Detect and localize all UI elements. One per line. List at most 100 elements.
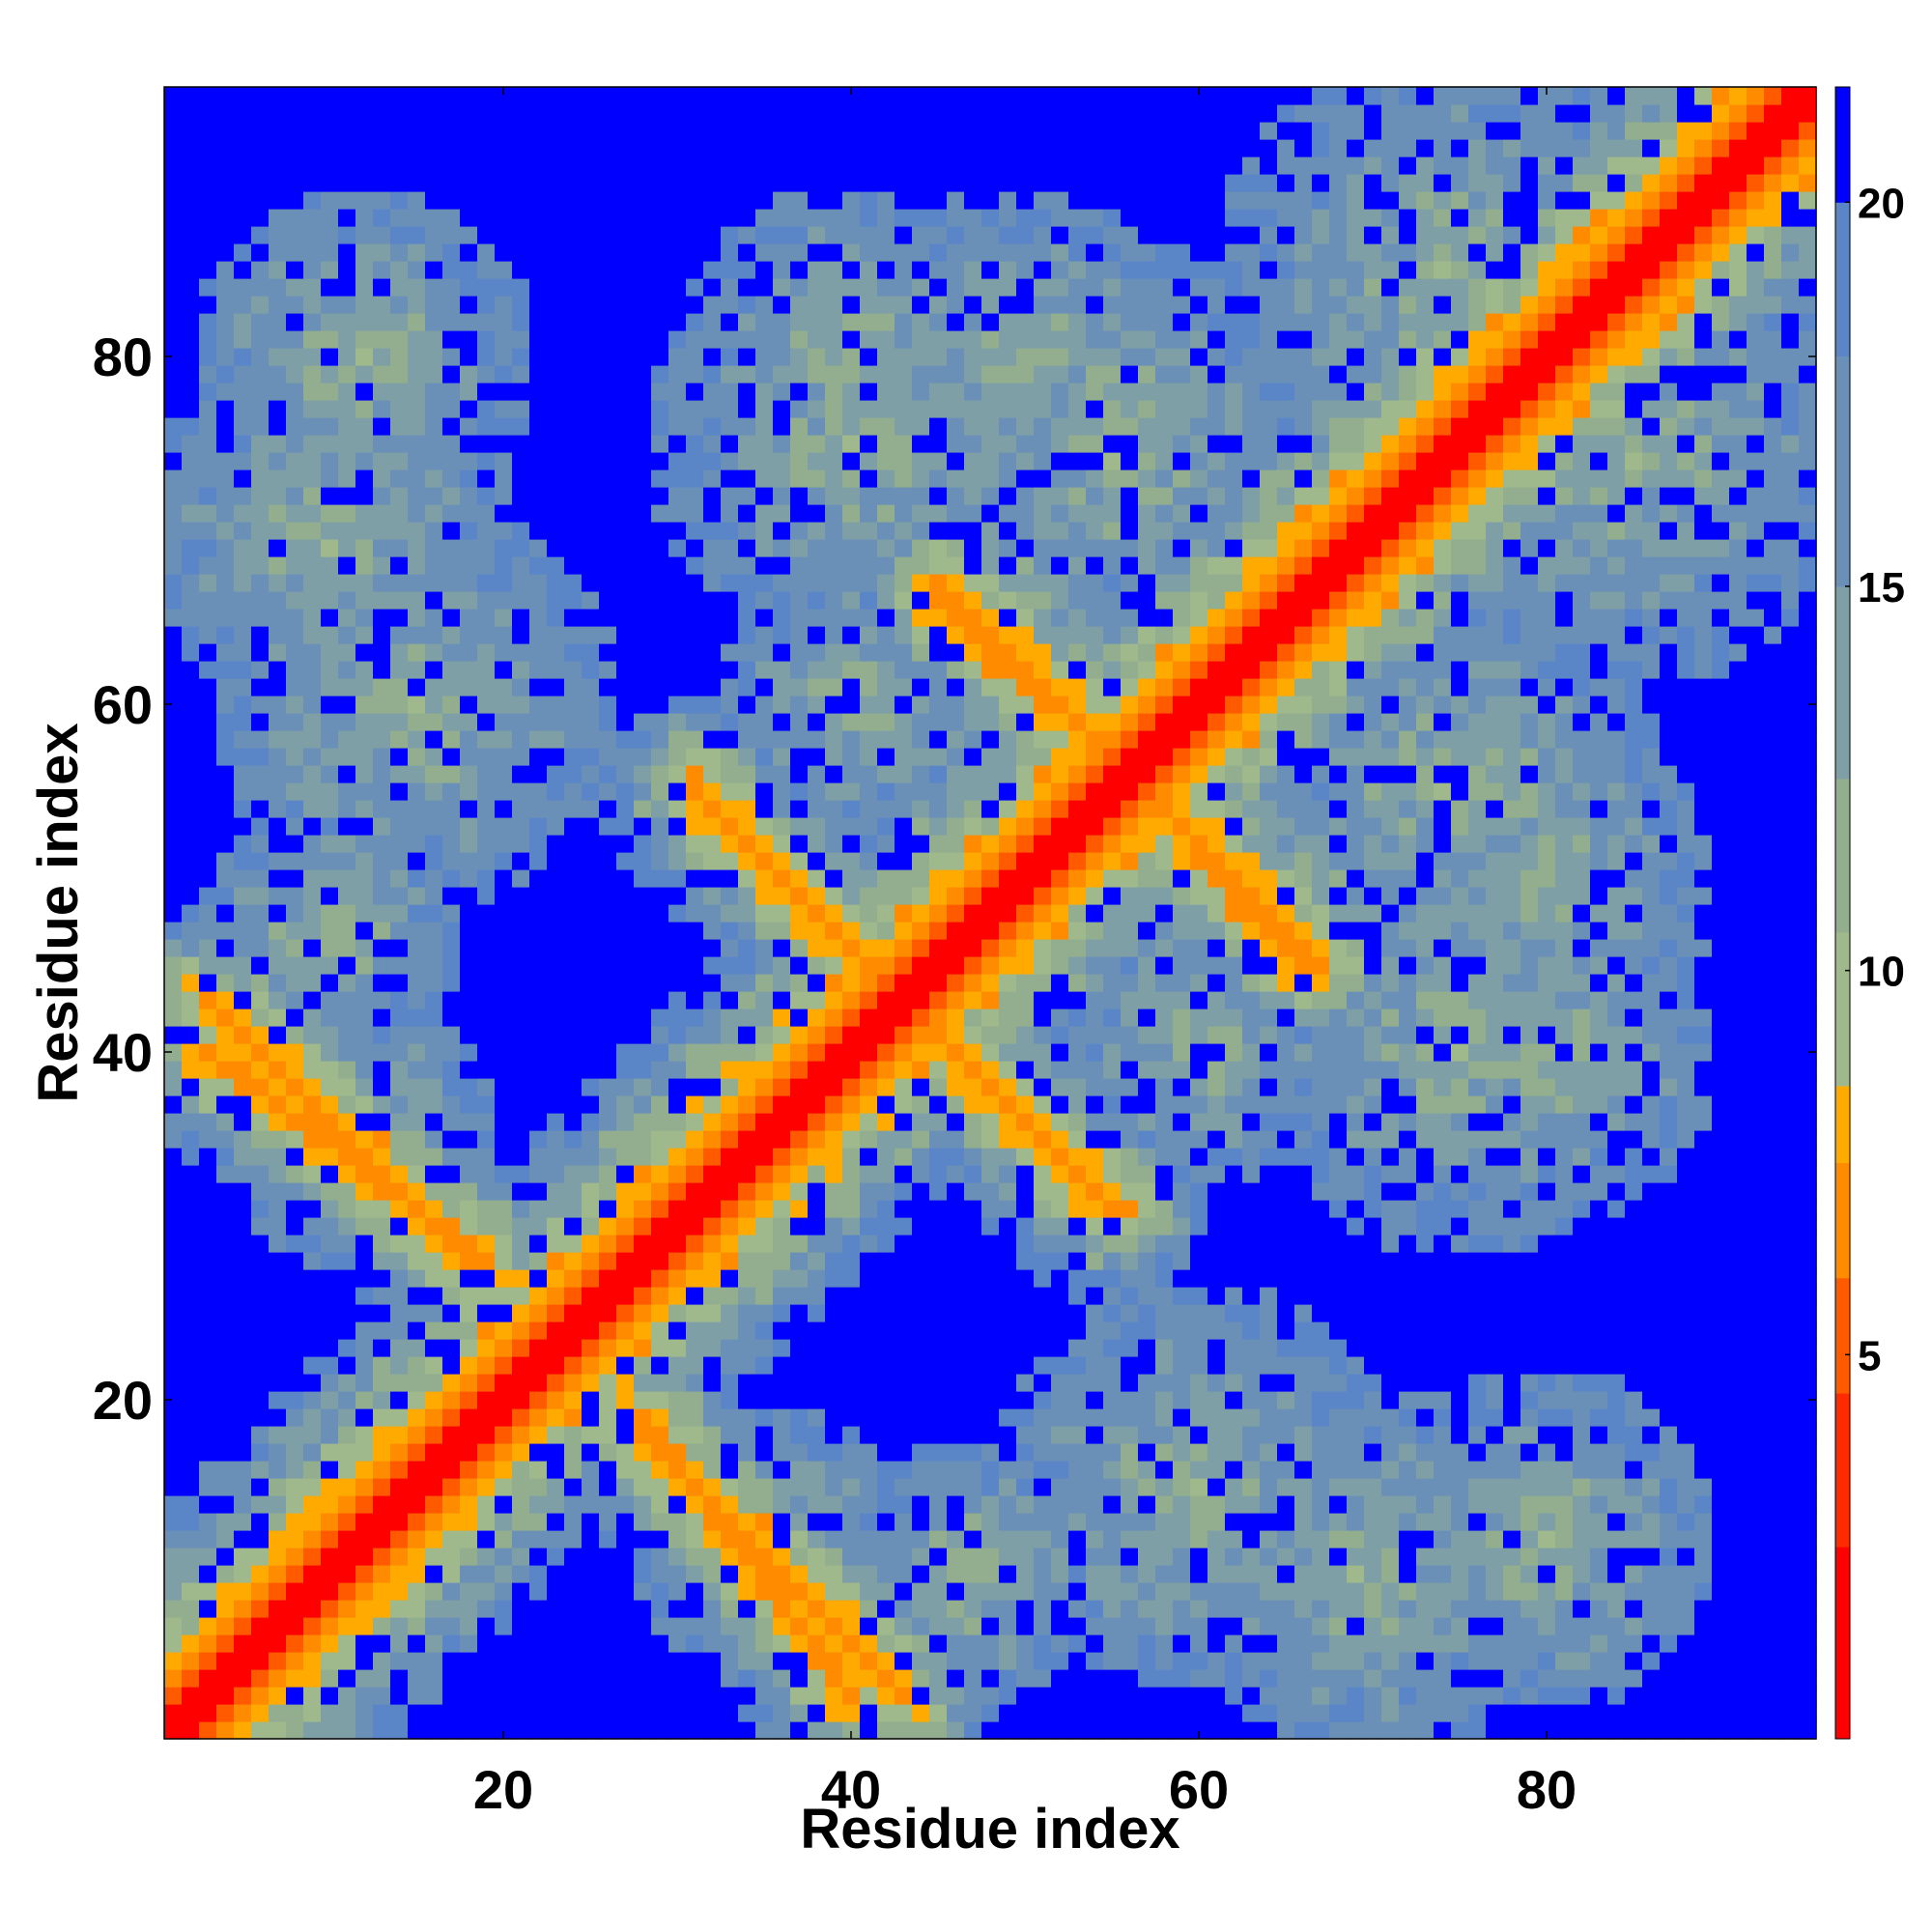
heatmap-cell	[234, 1200, 252, 1218]
heatmap-cell	[981, 1356, 1000, 1375]
heatmap-cell	[755, 278, 774, 297]
heatmap-cell	[929, 991, 948, 1009]
heatmap-cell	[825, 1461, 843, 1479]
heatmap-cell	[860, 730, 878, 749]
heatmap-cell	[182, 1634, 200, 1653]
heatmap-cell	[1016, 417, 1035, 436]
heatmap-cell	[860, 1461, 878, 1479]
heatmap-cell	[999, 296, 1017, 314]
heatmap-cell	[442, 1287, 461, 1305]
heatmap-cell	[460, 296, 478, 314]
heatmap-cell	[1051, 730, 1069, 749]
heatmap-cell	[582, 1269, 600, 1288]
heatmap-cell	[808, 817, 826, 836]
heatmap-cell	[877, 1148, 895, 1166]
heatmap-cell	[199, 1269, 217, 1288]
heatmap-cell	[1034, 539, 1052, 557]
heatmap-cell	[442, 574, 461, 592]
heatmap-cell	[373, 626, 391, 644]
heatmap-cell	[442, 817, 461, 836]
heatmap-cell	[999, 243, 1017, 262]
heatmap-cell	[999, 209, 1017, 227]
heatmap-cell	[373, 922, 391, 940]
heatmap-cell	[477, 87, 496, 105]
heatmap-cell	[355, 87, 374, 105]
heatmap-cell	[773, 678, 791, 696]
heatmap-cell	[686, 1078, 704, 1096]
heatmap-cell	[338, 696, 356, 714]
heatmap-cell	[964, 782, 982, 801]
heatmap-cell	[1034, 1478, 1052, 1496]
heatmap-cell	[842, 1148, 861, 1166]
heatmap-cell	[251, 1565, 270, 1583]
heatmap-cell	[947, 1356, 965, 1375]
heatmap-cell	[947, 417, 965, 436]
heatmap-cell	[234, 348, 252, 366]
heatmap-cell	[216, 104, 235, 123]
heatmap-cell	[808, 591, 826, 610]
heatmap-cell	[686, 574, 704, 592]
heatmap-cell	[964, 643, 982, 662]
heatmap-cell	[182, 1617, 200, 1635]
heatmap-cell	[895, 1669, 913, 1688]
heatmap-cell	[912, 1043, 930, 1062]
heatmap-cell	[164, 556, 183, 575]
heatmap-cell	[286, 365, 304, 384]
heatmap-cell	[808, 1287, 826, 1305]
heatmap-cell	[390, 1026, 409, 1044]
heatmap-cell	[512, 1130, 530, 1149]
heatmap-cell	[199, 1287, 217, 1305]
heatmap-cell	[738, 869, 756, 888]
heatmap-cell	[999, 1078, 1017, 1096]
heatmap-cell	[912, 452, 930, 470]
heatmap-cell	[808, 313, 826, 331]
heatmap-cell	[686, 209, 704, 227]
heatmap-cell	[564, 713, 582, 731]
heatmap-cell	[599, 835, 617, 853]
heatmap-cell	[912, 1617, 930, 1635]
heatmap-cell	[582, 1235, 600, 1253]
heatmap-cell	[686, 417, 704, 436]
heatmap-cell	[999, 348, 1017, 366]
heatmap-cell	[634, 626, 652, 644]
heatmap-cell	[529, 1687, 548, 1705]
heatmap-cell	[651, 383, 669, 401]
heatmap-cell	[529, 1634, 548, 1653]
heatmap-cell	[964, 278, 982, 297]
heatmap-cell	[495, 643, 513, 662]
heatmap-cell	[216, 1704, 235, 1722]
heatmap-cell	[373, 591, 391, 610]
heatmap-cell	[755, 1252, 774, 1270]
heatmap-cell	[877, 887, 895, 905]
heatmap-cell	[721, 1217, 739, 1236]
heatmap-cell	[808, 1374, 826, 1392]
heatmap-cell	[425, 330, 443, 349]
heatmap-cell	[442, 1687, 461, 1705]
heatmap-cell	[686, 1304, 704, 1322]
heatmap-cell	[929, 643, 948, 662]
heatmap-cell	[929, 1043, 948, 1062]
heatmap-cell	[373, 1252, 391, 1270]
heatmap-cell	[547, 1339, 565, 1357]
heatmap-cell	[616, 1200, 635, 1218]
heatmap-cell	[564, 209, 582, 227]
heatmap-cell	[895, 1565, 913, 1583]
heatmap-cell	[877, 539, 895, 557]
heatmap-cell	[164, 1687, 183, 1705]
heatmap-cell	[564, 226, 582, 244]
heatmap-cell	[512, 278, 530, 297]
heatmap-cell	[442, 869, 461, 888]
heatmap-cell	[686, 435, 704, 453]
heatmap-cell	[703, 435, 722, 453]
heatmap-cell	[599, 556, 617, 575]
heatmap-cell	[755, 1095, 774, 1114]
heatmap-cell	[477, 504, 496, 523]
heatmap-cell	[981, 1200, 1000, 1218]
heatmap-cell	[842, 278, 861, 297]
heatmap-cell	[686, 122, 704, 140]
heatmap-cell	[808, 1148, 826, 1166]
heatmap-cell	[1016, 174, 1035, 192]
heatmap-cell	[1068, 1113, 1087, 1131]
heatmap-cell	[895, 1165, 913, 1183]
heatmap-cell	[808, 626, 826, 644]
